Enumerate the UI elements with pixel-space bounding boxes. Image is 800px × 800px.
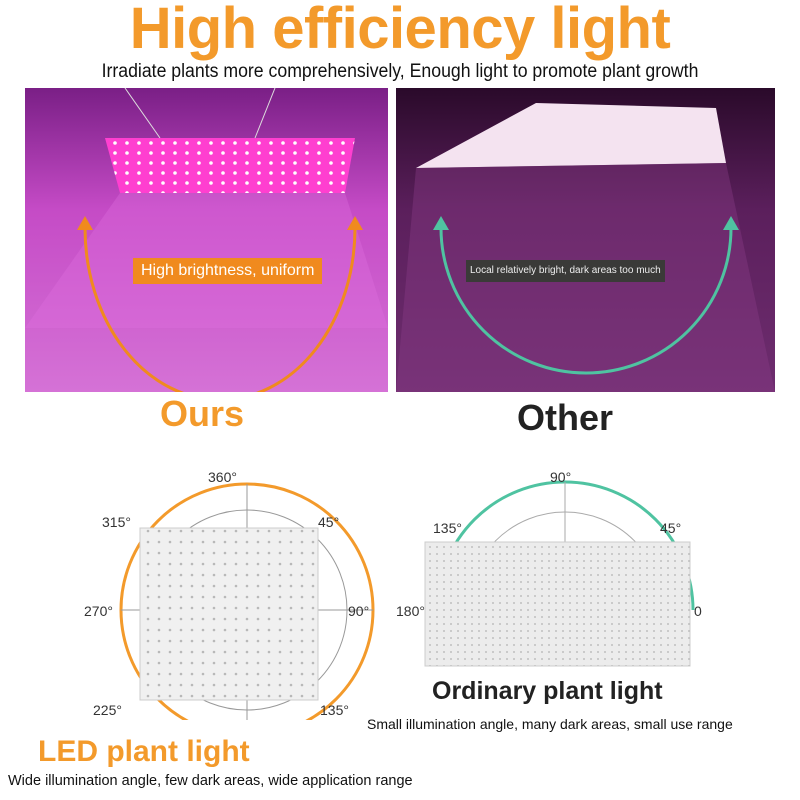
ordinary-caption: Small illumination angle, many dark area…: [367, 716, 733, 732]
angle-label: 135°: [320, 702, 349, 718]
angle-label: 45°: [660, 520, 682, 536]
ours-photo: High brightness, uniform: [25, 88, 388, 392]
ordinary-angle-diagram: [424, 480, 695, 667]
ours-label: Ours: [160, 393, 245, 434]
angle-label: 270°: [84, 603, 113, 619]
arrow-right-icon: [347, 216, 363, 230]
angle-diagrams: [119, 480, 695, 720]
angle-label: 135°: [433, 520, 462, 536]
other-label: Other: [517, 397, 614, 438]
other-callout: Local relatively bright, dark areas too …: [466, 260, 665, 282]
ours-callout: High brightness, uniform: [133, 258, 323, 284]
page-title: High efficiency light: [129, 0, 671, 61]
angle-label: 225°: [93, 702, 122, 718]
angle-label: 90°: [348, 603, 370, 619]
other-photo: Local relatively bright, dark areas too …: [396, 88, 775, 392]
subtitle: Irradiate plants more comprehensively, E…: [101, 61, 699, 82]
angle-label: 315°: [102, 514, 131, 530]
arrow-left-icon: [77, 216, 93, 230]
angle-label: 360°: [208, 469, 237, 485]
angle-label: 90°: [550, 469, 572, 485]
ours-arc: [83, 227, 357, 392]
ordinary-title: Ordinary plant light: [432, 677, 663, 705]
angle-label: 45°: [318, 514, 340, 530]
led-title: LED plant light: [38, 735, 250, 768]
other-lamp-illustration: [396, 103, 775, 392]
ours-lamp-illustration: [25, 88, 388, 392]
other-arc: [439, 227, 733, 375]
led-angle-diagram: [119, 482, 375, 720]
arrow-left-icon: [433, 216, 449, 230]
led-caption: Wide illumination angle, few dark areas,…: [8, 773, 413, 789]
arrow-right-icon: [723, 216, 739, 230]
angle-label: 0: [694, 603, 702, 619]
angle-label: 180°: [396, 603, 425, 619]
